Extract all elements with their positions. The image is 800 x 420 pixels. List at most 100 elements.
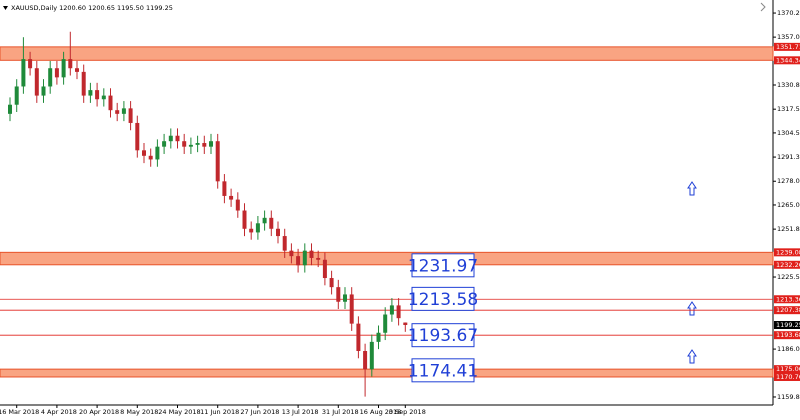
candle-body xyxy=(142,150,146,156)
chart-header: XAUUSD,Daily 1200.60 1200.65 1195.50 119… xyxy=(11,4,173,12)
candle-body xyxy=(403,322,408,326)
candle-body xyxy=(329,278,334,288)
y-tick-label: 1159.80 xyxy=(777,393,800,401)
current-price-bg xyxy=(774,321,800,330)
candle-body xyxy=(34,68,39,96)
y-tick-label: 1278.05 xyxy=(777,177,800,185)
candle-body xyxy=(195,143,200,145)
candle-body xyxy=(282,236,287,251)
up-arrow xyxy=(687,301,697,316)
price-label: 1175.06 xyxy=(776,365,800,373)
candle-body xyxy=(363,351,368,370)
arrows xyxy=(687,181,697,364)
y-tick-label: 1186.05 xyxy=(777,345,800,353)
zone xyxy=(0,251,774,266)
price-label: 1351.71 xyxy=(776,43,800,51)
x-tick-label: 20 Apr 2018 xyxy=(79,408,119,416)
candle-body xyxy=(88,90,93,96)
candle-body xyxy=(188,144,193,147)
candle-body xyxy=(229,195,234,200)
candle-body xyxy=(249,228,254,233)
y-tick-label: 1291.30 xyxy=(777,153,800,161)
candle-body xyxy=(101,95,106,100)
price-label-bg xyxy=(774,365,800,374)
x-tick-label: 4 Apr 2018 xyxy=(41,408,77,416)
candle-body xyxy=(162,141,167,147)
y-tick-label: 1317.55 xyxy=(777,105,800,113)
price-label: 1232.26 xyxy=(776,261,800,269)
price-label-bg xyxy=(774,331,800,340)
x-tick-label: 13 Jul 2018 xyxy=(282,408,319,416)
candle-body xyxy=(215,141,220,182)
level-box-label: 1174.41 xyxy=(408,361,478,381)
x-tick-label: 16 Mar 2018 xyxy=(0,408,39,416)
candle-body xyxy=(68,59,73,69)
level-box xyxy=(411,253,475,278)
candle-body xyxy=(336,287,341,302)
price-label-bg xyxy=(774,306,800,315)
candle-body xyxy=(316,257,321,260)
level-box xyxy=(411,286,475,311)
level-box-label: 1213.58 xyxy=(408,290,478,310)
candle-body xyxy=(356,323,361,351)
candle-body xyxy=(135,122,140,151)
candle-body xyxy=(302,250,307,266)
candle-body xyxy=(242,210,247,229)
zone xyxy=(0,46,774,61)
up-arrow xyxy=(687,349,697,364)
candle-body xyxy=(155,146,160,160)
x-tick-label: 31 Jul 2018 xyxy=(322,408,359,416)
candle-body xyxy=(369,341,374,370)
y-tick-label: 1265.05 xyxy=(777,201,800,209)
candle-body xyxy=(235,199,240,211)
candle-body xyxy=(54,68,59,78)
candle-body xyxy=(48,68,53,87)
x-tick-label: 16 Aug 2018 xyxy=(360,408,402,416)
candle-body xyxy=(322,259,327,279)
price-label-bg xyxy=(774,56,800,65)
x-tick-label: 8 May 2018 xyxy=(120,408,158,416)
price-label: 1193.68 xyxy=(776,331,800,339)
candle-body xyxy=(396,305,401,319)
price-label: 1344.34 xyxy=(776,56,800,64)
y-tick-label: 1304.55 xyxy=(777,129,800,137)
price-label-bg xyxy=(774,248,800,257)
level-box-label: 1231.97 xyxy=(408,256,478,276)
price-label-bg xyxy=(774,295,800,304)
price-label: 1239.08 xyxy=(776,248,800,256)
candle-body xyxy=(8,104,12,114)
candle-body xyxy=(262,217,267,224)
candle-body xyxy=(128,108,133,123)
candle-body xyxy=(81,71,86,96)
candle-body xyxy=(75,68,79,72)
price-label: 1170.76 xyxy=(776,373,800,381)
candle-body xyxy=(255,223,260,233)
menu-triangle[interactable] xyxy=(3,6,8,10)
x-tick-label: 11 Jun 2018 xyxy=(200,408,239,416)
candle-body xyxy=(108,95,113,111)
level-box xyxy=(411,323,475,348)
up-arrow xyxy=(687,181,697,196)
y-tick-label: 1330.80 xyxy=(777,81,800,89)
y-tick-label: 1357.05 xyxy=(777,33,800,41)
candle-body xyxy=(222,181,227,196)
candle-body xyxy=(28,59,33,69)
y-tick-label: 1251.80 xyxy=(777,225,800,233)
candle-body xyxy=(349,294,354,324)
price-label-bg xyxy=(774,260,800,269)
zone xyxy=(0,368,774,378)
x-tick-label: 24 May 2018 xyxy=(158,408,200,416)
candle-body xyxy=(289,250,294,257)
candle-body xyxy=(175,135,180,142)
y-tick-label: 1225.55 xyxy=(777,273,800,281)
level-box-label: 1193.67 xyxy=(408,326,478,346)
level-box xyxy=(411,358,475,383)
scroll-icon[interactable] xyxy=(760,2,766,12)
candle-body xyxy=(168,135,173,142)
candle-body xyxy=(309,250,314,258)
candle-body xyxy=(14,86,19,105)
price-label: 1213.36 xyxy=(776,295,800,303)
price-label-bg xyxy=(774,372,800,381)
candle-body xyxy=(276,228,280,237)
